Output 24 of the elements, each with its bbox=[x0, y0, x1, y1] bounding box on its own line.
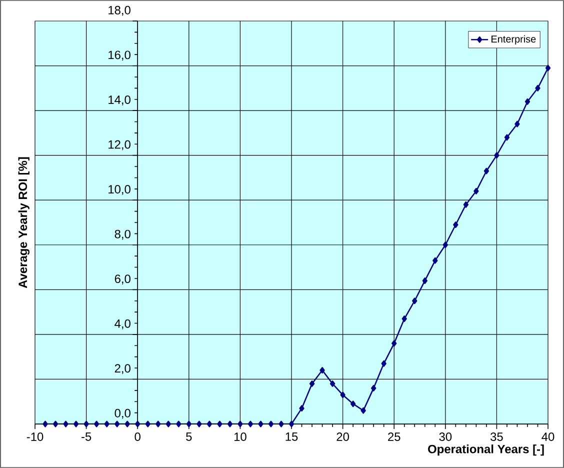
x-axis-title: Operational Years [-] bbox=[428, 444, 544, 456]
x-tick-label: 35 bbox=[490, 432, 503, 441]
y-tick-label: 16,0 bbox=[108, 50, 130, 61]
y-axis-title: Average Yearly ROI [%] bbox=[18, 157, 30, 288]
x-tick-label: 20 bbox=[336, 432, 349, 441]
y-tick-label: 6,0 bbox=[114, 274, 130, 284]
y-tick-label: 0,0 bbox=[114, 408, 130, 419]
y-tick-label: 18,0 bbox=[108, 6, 130, 16]
x-tick-label: 25 bbox=[388, 432, 400, 441]
x-tick-label: -10 bbox=[26, 432, 44, 441]
y-tick-label: 4,0 bbox=[114, 319, 130, 330]
x-tick-label: 10 bbox=[234, 432, 246, 441]
x-tick-label: 0 bbox=[134, 432, 140, 441]
x-tick-label: 40 bbox=[542, 432, 554, 441]
x-tick-label: -5 bbox=[82, 432, 92, 441]
x-tick-label: 30 bbox=[439, 432, 452, 441]
y-tick-label: 10,0 bbox=[108, 185, 130, 195]
legend-label: Enterprise bbox=[492, 35, 536, 45]
y-tick-label: 12,0 bbox=[108, 140, 130, 150]
x-tick-label: 5 bbox=[186, 432, 192, 441]
x-tick-label: 15 bbox=[286, 432, 298, 441]
y-tick-label: 8,0 bbox=[114, 230, 130, 240]
y-tick-label: 14,0 bbox=[108, 95, 130, 106]
y-tick-label: 2,0 bbox=[114, 364, 130, 374]
